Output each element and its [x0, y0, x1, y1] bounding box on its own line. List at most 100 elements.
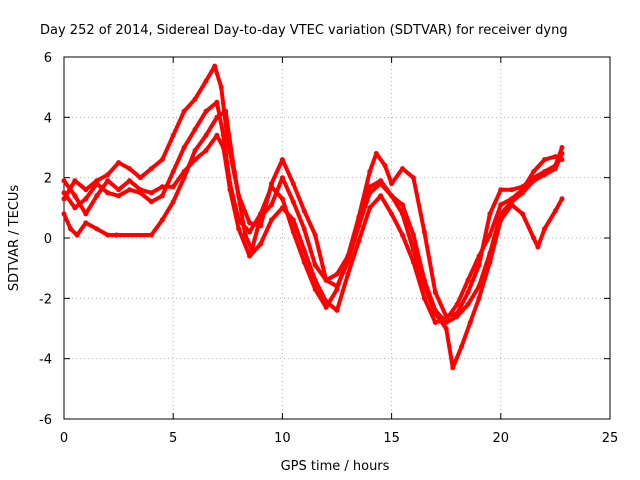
- data-point: [542, 172, 547, 178]
- data-point: [421, 283, 427, 289]
- series-group: [61, 63, 565, 371]
- data-point: [432, 320, 438, 325]
- data-point: [465, 301, 471, 307]
- data-point: [552, 154, 558, 160]
- data-point: [74, 232, 80, 238]
- data-point: [400, 232, 405, 238]
- data-point: [356, 238, 362, 244]
- data-point: [247, 253, 253, 259]
- data-point: [443, 317, 449, 322]
- data-point: [542, 226, 547, 232]
- data-point: [127, 178, 132, 184]
- data-point: [459, 344, 464, 350]
- y-tick-label: -2: [39, 292, 52, 307]
- data-point: [487, 259, 493, 265]
- data-point: [345, 271, 351, 277]
- data-point: [410, 247, 416, 253]
- data-point: [148, 190, 154, 196]
- x-tick-label: 10: [274, 431, 291, 446]
- data-point: [520, 187, 526, 193]
- y-tick-label: 6: [44, 51, 52, 66]
- data-point: [432, 310, 438, 316]
- data-point: [170, 184, 176, 190]
- data-point: [367, 184, 373, 190]
- data-point: [258, 214, 264, 220]
- data-point: [378, 193, 384, 199]
- data-point: [279, 196, 285, 202]
- data-point: [61, 190, 67, 196]
- data-point: [247, 229, 253, 235]
- data-point: [509, 187, 515, 193]
- data-point: [159, 217, 165, 223]
- data-point: [559, 151, 565, 156]
- data-point: [105, 178, 111, 184]
- data-point: [400, 202, 405, 208]
- data-point: [68, 226, 74, 232]
- data-point: [373, 151, 379, 156]
- data-point: [220, 145, 226, 150]
- data-point: [312, 286, 318, 292]
- data-point: [476, 295, 482, 301]
- data-point: [192, 126, 198, 132]
- data-point: [382, 163, 388, 169]
- data-point: [542, 157, 547, 163]
- data-point: [137, 175, 143, 181]
- data-point: [378, 178, 384, 184]
- data-point: [301, 247, 307, 253]
- data-point: [520, 211, 526, 217]
- data-point: [249, 247, 255, 253]
- data-point: [432, 289, 438, 295]
- data-point: [367, 205, 373, 211]
- data-point: [450, 365, 456, 371]
- data-point: [203, 148, 209, 153]
- data-point: [312, 262, 318, 268]
- data-point: [83, 211, 89, 217]
- y-tick-label: -4: [39, 353, 52, 368]
- data-point: [454, 313, 460, 319]
- data-point: [345, 259, 351, 265]
- y-tick-label: 0: [44, 232, 52, 247]
- data-point: [72, 205, 78, 211]
- data-point: [531, 235, 537, 241]
- data-point: [290, 199, 296, 205]
- data-point: [203, 132, 209, 138]
- data-point: [116, 160, 122, 166]
- data-point: [312, 232, 318, 238]
- data-point: [83, 220, 89, 226]
- data-point: [301, 226, 307, 232]
- data-point: [105, 190, 111, 196]
- data-point: [410, 175, 416, 181]
- data-point: [389, 181, 395, 187]
- data-point: [242, 232, 248, 238]
- data-point: [72, 178, 78, 184]
- data-point: [181, 108, 187, 114]
- data-point: [247, 220, 253, 226]
- data-point: [531, 169, 537, 175]
- data-point: [509, 202, 515, 208]
- data-point: [487, 232, 493, 238]
- data-point: [170, 199, 176, 205]
- data-point: [105, 232, 111, 238]
- data-point: [127, 187, 132, 193]
- data-point: [94, 181, 100, 187]
- data-point: [223, 108, 229, 114]
- data-point: [301, 208, 307, 214]
- data-point: [389, 193, 395, 199]
- data-point: [236, 226, 242, 232]
- data-point: [170, 132, 176, 138]
- data-point: [531, 178, 537, 184]
- data-point: [159, 193, 165, 199]
- data-point: [476, 253, 482, 259]
- data-point: [137, 187, 143, 193]
- data-point: [159, 157, 165, 163]
- data-point: [181, 145, 187, 150]
- x-tick-label: 0: [60, 431, 68, 446]
- data-point: [476, 262, 482, 268]
- data-point: [159, 184, 165, 190]
- data-point: [400, 166, 405, 172]
- data-point: [290, 217, 296, 223]
- data-point: [214, 114, 220, 120]
- data-point: [269, 184, 274, 190]
- data-point: [113, 232, 119, 238]
- data-point: [312, 277, 318, 283]
